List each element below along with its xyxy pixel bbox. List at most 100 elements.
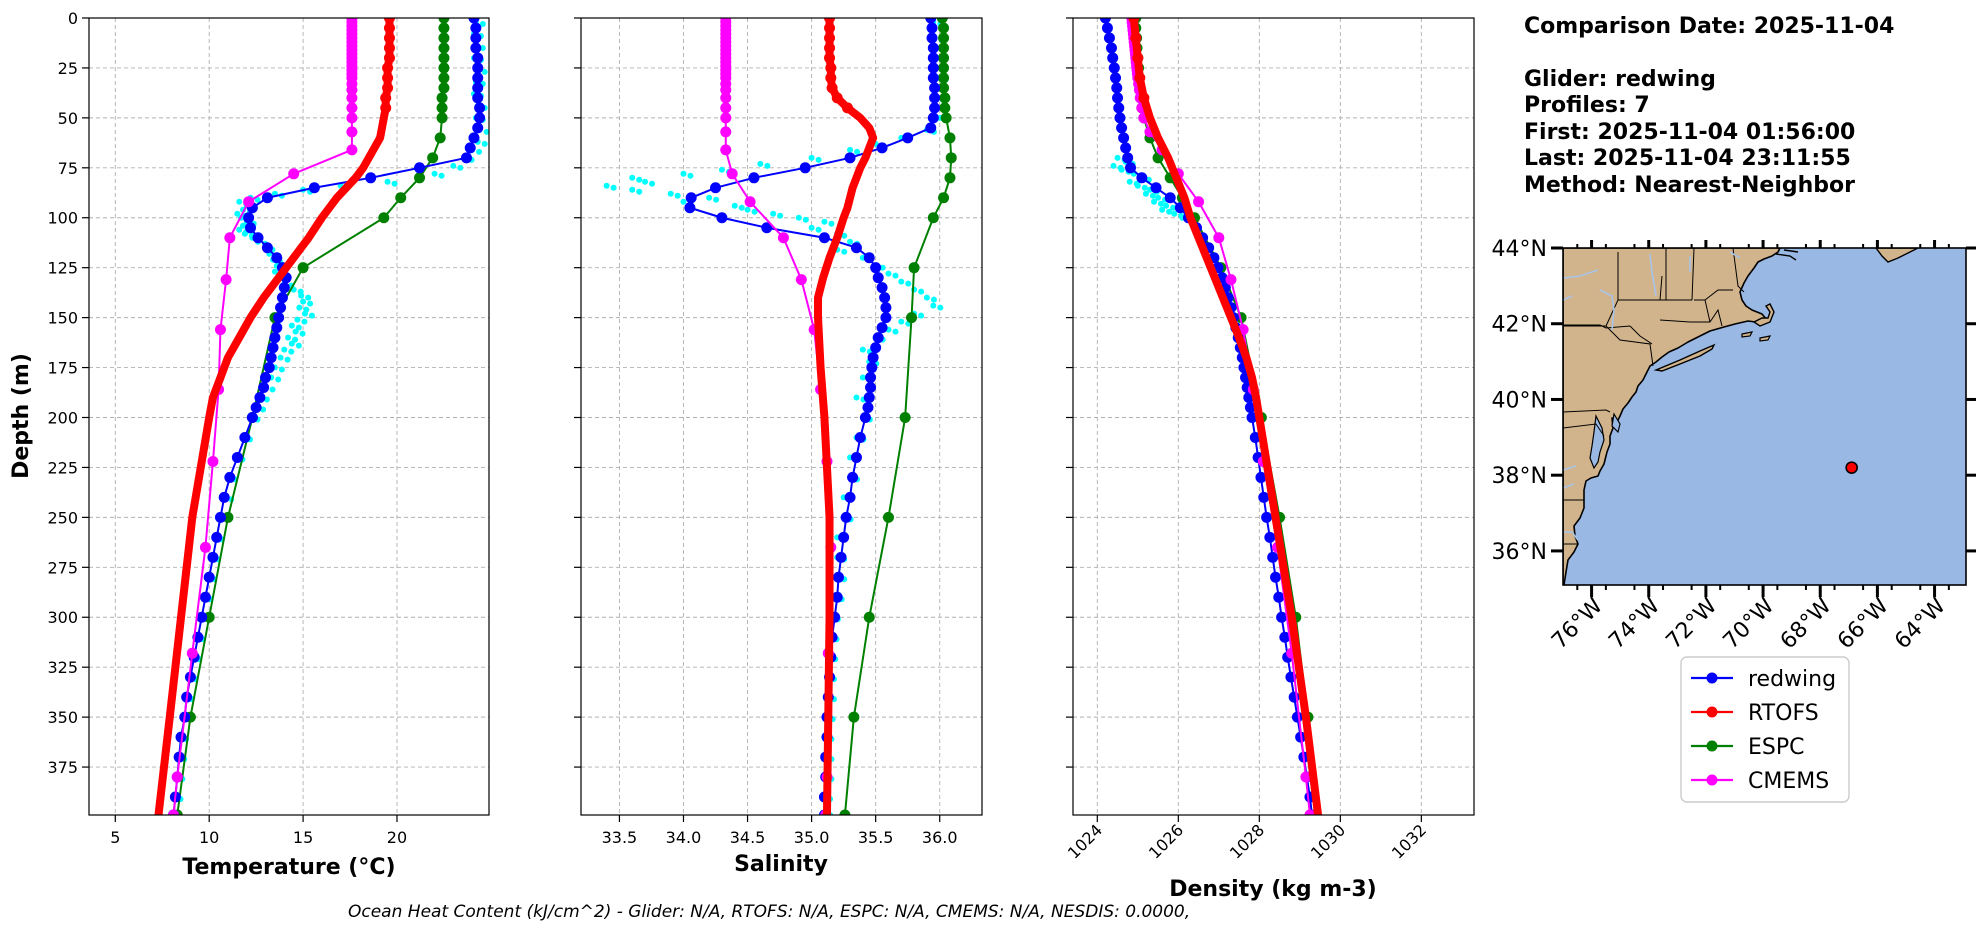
temperature-series-redwing-point [414, 162, 426, 174]
temperature-glider-raw-point [260, 406, 267, 413]
salinity-series-redwing-point [927, 42, 939, 54]
temperature-series-redwing-point [472, 122, 484, 134]
temperature-glider-raw-point [277, 354, 284, 361]
temperature-glider-raw-point [298, 292, 305, 299]
salinity-series-redwing-point [835, 551, 847, 563]
salinity-series-redwing-point [685, 192, 697, 204]
density-series-RTOFS-point [1128, 18, 1140, 24]
density-grid [1073, 17, 1474, 815]
salinity-series-redwing-point [872, 272, 884, 284]
salinity-glider-raw-point [667, 190, 674, 197]
temperature-series-redwing-point [460, 152, 472, 164]
salinity-glider-raw-point [751, 208, 758, 215]
temperature-series-RTOFS-point [383, 18, 395, 24]
temperature-glider-raw-point [299, 330, 306, 337]
salinity-plot-area [603, 18, 957, 815]
salinity-glider-raw-point [802, 216, 809, 223]
density-panel: 1024 1026 1028 1030 1032 Density (kg m-3) [1064, 17, 1475, 902]
temperature-series-redwing-point [254, 392, 266, 404]
salinity-glider-raw-point [853, 394, 860, 401]
temperature-glider-raw-point [269, 386, 276, 393]
temperature-glider-raw-point [241, 230, 248, 237]
map-lon-label: 66°W [1833, 593, 1894, 654]
salinity-x-tick-label: 36.0 [922, 828, 958, 847]
salinity-series-ESPC-point [938, 82, 950, 94]
temperature-glider-raw-point [288, 322, 295, 329]
temperature-glider-raw-point [476, 148, 483, 155]
temperature-series-redwing-point [470, 42, 482, 54]
density-glider-raw-point [1170, 204, 1177, 211]
density-glider-raw-point [1155, 194, 1162, 201]
salinity-glider-raw-point [706, 194, 713, 201]
temperature-glider-raw-point [307, 300, 314, 307]
density-y-ticks [1066, 17, 1073, 768]
salinity-series-ESPC-point [938, 62, 950, 74]
salinity-series-redwing-point [838, 531, 850, 543]
temperature-glider-raw-point [284, 356, 291, 363]
temperature-series-redwing-point [472, 52, 484, 64]
density-glider-raw-point [1151, 198, 1158, 205]
temperature-series-CMEMS-point [288, 168, 300, 180]
long-island [1653, 343, 1716, 372]
glider-position-marker [1845, 461, 1858, 474]
temperature-glider-raw-point [431, 170, 438, 177]
temperature-series-CMEMS-point [214, 324, 226, 336]
salinity-glider-raw-point [847, 238, 854, 245]
density-glider-raw-point [1159, 206, 1166, 213]
depth-y-ticks: 0 25 50 75 100 125 150 175 200 225 250 275 300 325 350… [47, 9, 89, 777]
depth-tick-label: 100 [47, 209, 78, 228]
depth-tick-label: 200 [47, 408, 78, 427]
salinity-series-ESPC-point [863, 611, 875, 623]
salinity-series-redwing-point [799, 162, 811, 174]
salinity-series-RTOFS-point [824, 52, 836, 64]
salinity-series-CMEMS-point [726, 168, 738, 180]
temperature-series-redwing-point [263, 362, 275, 374]
salinity-glider-raw-point [649, 180, 656, 187]
salinity-series-ESPC-point [908, 262, 920, 274]
temperature-series-ESPC-point [436, 102, 448, 114]
temperature-series-ESPC-point [427, 152, 439, 164]
density-series-redwing-point [1255, 471, 1267, 483]
legend: redwing RTOFS ESPC CMEMS [1680, 656, 1850, 803]
temperature-glider-raw-point [391, 180, 398, 187]
salinity-x-tick-label: 35.0 [794, 828, 830, 847]
temperature-glider-raw-point [285, 334, 292, 341]
temperature-series-redwing-point [207, 551, 219, 563]
density-series-redwing-point [1261, 511, 1273, 523]
density-series-redwing-point [1273, 591, 1285, 603]
salinity-series-ESPC-point [938, 72, 950, 84]
depth-y-label: Depth (m) [9, 353, 34, 479]
density-series-redwing-point [1122, 152, 1134, 164]
cape-cod [1752, 303, 1775, 327]
salinity-series-redwing-point [862, 402, 874, 414]
salinity-series-ESPC-point [899, 411, 911, 423]
salinity-series-CMEMS-point [720, 126, 732, 138]
temperature-series-redwing-point [252, 232, 264, 244]
temperature-series-redwing-point [260, 372, 272, 384]
temperature-series-CMEMS-line [172, 18, 353, 815]
salinity-glider-raw-point [744, 206, 751, 213]
salinity-series-redwing-point [716, 212, 728, 224]
temperature-series-redwing-point [474, 112, 486, 124]
ocean-heat-content-footer: Ocean Heat Content (kJ/cm^2) - Glider: N… [348, 902, 1191, 922]
salinity-series-redwing-point [865, 372, 877, 384]
salinity-glider-raw-point [815, 156, 822, 163]
density-series-redwing-point [1244, 402, 1256, 414]
depth-tick-label: 25 [58, 59, 78, 78]
temperature-glider-raw-point [301, 318, 308, 325]
density-series-CMEMS-point [1193, 196, 1205, 208]
salinity-series-redwing-point [870, 262, 882, 274]
density-glider-raw-point [1110, 162, 1117, 169]
temperature-series-CMEMS-point [346, 92, 358, 104]
temperature-glider-raw-point [281, 346, 288, 353]
density-x-label: Density (kg m-3) [1169, 877, 1377, 902]
temperature-series-redwing-point [203, 571, 215, 583]
legend-items: redwing RTOFS ESPC CMEMS [1691, 667, 1836, 794]
salinity-series-redwing-point [929, 82, 941, 94]
legend-RTOFS-label: RTOFS [1748, 701, 1819, 726]
salinity-series-ESPC-point [945, 152, 957, 164]
salinity-glider-raw-point [841, 232, 848, 239]
density-series-redwing-point [1291, 711, 1303, 723]
density-series-redwing-point [1246, 411, 1258, 423]
